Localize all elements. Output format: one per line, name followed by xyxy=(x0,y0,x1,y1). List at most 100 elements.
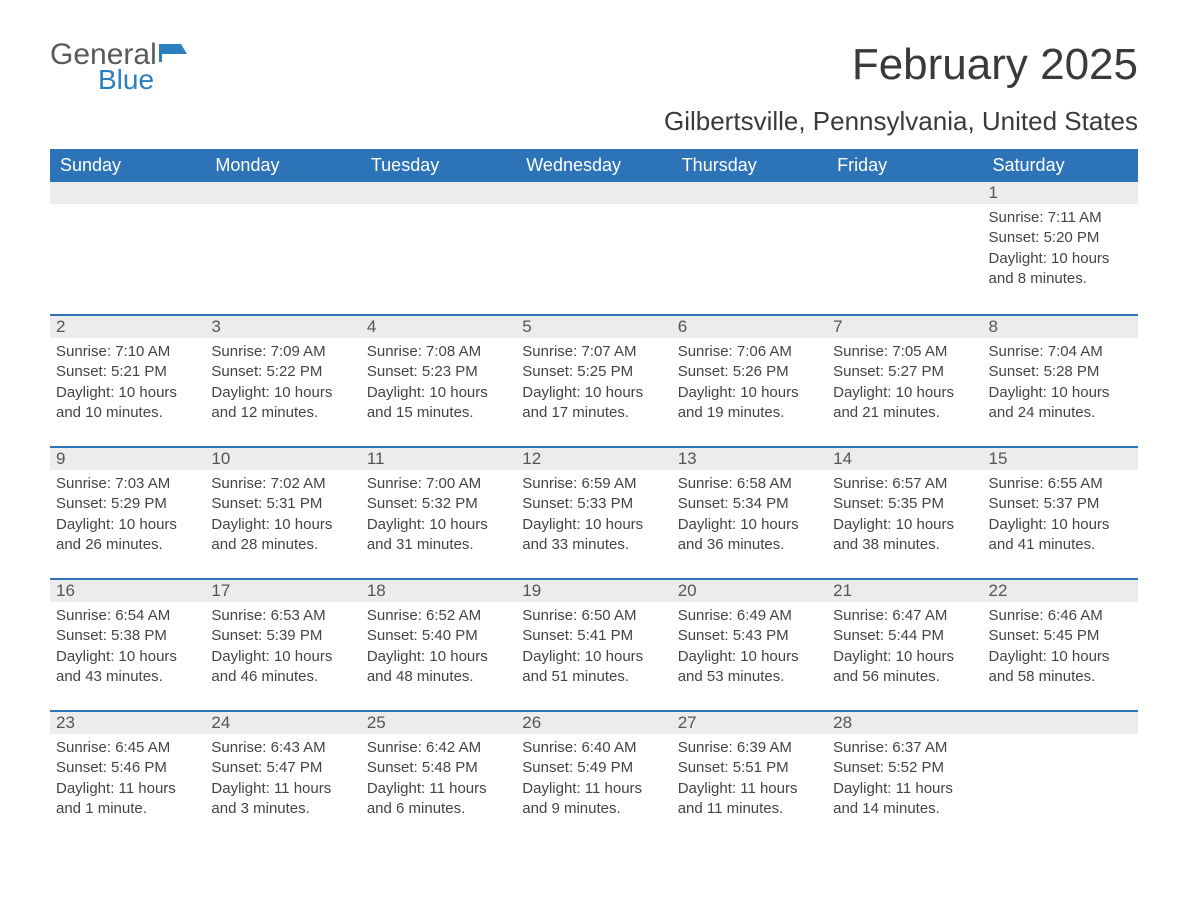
day-body: Sunrise: 6:52 AMSunset: 5:40 PMDaylight:… xyxy=(361,602,516,693)
day-number: 18 xyxy=(361,578,516,602)
calendar-cell: 27Sunrise: 6:39 AMSunset: 5:51 PMDayligh… xyxy=(672,710,827,842)
calendar-week-row: 1Sunrise: 7:11 AMSunset: 5:20 PMDaylight… xyxy=(50,182,1138,314)
day-body: Sunrise: 7:06 AMSunset: 5:26 PMDaylight:… xyxy=(672,338,827,429)
daylight-text: Daylight: 10 hours and 31 minutes. xyxy=(367,515,510,556)
sunset-text: Sunset: 5:43 PM xyxy=(678,626,821,646)
sunset-text: Sunset: 5:47 PM xyxy=(211,758,354,778)
calendar-cell xyxy=(516,182,671,314)
daylight-text: Daylight: 11 hours and 14 minutes. xyxy=(833,779,976,820)
weekday-header: Sunday xyxy=(50,149,205,182)
day-body: Sunrise: 6:46 AMSunset: 5:45 PMDaylight:… xyxy=(983,602,1138,693)
weekday-header: Monday xyxy=(205,149,360,182)
day-number: 9 xyxy=(50,446,205,470)
daylight-text: Daylight: 10 hours and 21 minutes. xyxy=(833,383,976,424)
sunrise-text: Sunrise: 6:58 AM xyxy=(678,474,821,494)
weekday-header-row: Sunday Monday Tuesday Wednesday Thursday… xyxy=(50,149,1138,182)
sunrise-text: Sunrise: 6:46 AM xyxy=(989,606,1132,626)
calendar-cell xyxy=(361,182,516,314)
calendar-cell: 7Sunrise: 7:05 AMSunset: 5:27 PMDaylight… xyxy=(827,314,982,446)
day-number: 17 xyxy=(205,578,360,602)
day-body: Sunrise: 6:45 AMSunset: 5:46 PMDaylight:… xyxy=(50,734,205,825)
sunset-text: Sunset: 5:35 PM xyxy=(833,494,976,514)
sunset-text: Sunset: 5:37 PM xyxy=(989,494,1132,514)
day-number xyxy=(983,710,1138,734)
sunrise-text: Sunrise: 6:52 AM xyxy=(367,606,510,626)
daylight-text: Daylight: 11 hours and 6 minutes. xyxy=(367,779,510,820)
daylight-text: Daylight: 10 hours and 46 minutes. xyxy=(211,647,354,688)
calendar-cell: 16Sunrise: 6:54 AMSunset: 5:38 PMDayligh… xyxy=(50,578,205,710)
sunrise-text: Sunrise: 6:53 AM xyxy=(211,606,354,626)
calendar-cell: 2Sunrise: 7:10 AMSunset: 5:21 PMDaylight… xyxy=(50,314,205,446)
title-block: February 2025 Gilbertsville, Pennsylvani… xyxy=(664,40,1138,137)
day-number: 22 xyxy=(983,578,1138,602)
sunset-text: Sunset: 5:49 PM xyxy=(522,758,665,778)
calendar-cell: 23Sunrise: 6:45 AMSunset: 5:46 PMDayligh… xyxy=(50,710,205,842)
day-number: 4 xyxy=(361,314,516,338)
day-body: Sunrise: 7:07 AMSunset: 5:25 PMDaylight:… xyxy=(516,338,671,429)
calendar-cell: 14Sunrise: 6:57 AMSunset: 5:35 PMDayligh… xyxy=(827,446,982,578)
calendar-cell: 10Sunrise: 7:02 AMSunset: 5:31 PMDayligh… xyxy=(205,446,360,578)
sunrise-text: Sunrise: 6:59 AM xyxy=(522,474,665,494)
daylight-text: Daylight: 10 hours and 19 minutes. xyxy=(678,383,821,424)
day-number: 8 xyxy=(983,314,1138,338)
sunrise-text: Sunrise: 7:07 AM xyxy=(522,342,665,362)
weekday-header: Thursday xyxy=(672,149,827,182)
day-body: Sunrise: 6:54 AMSunset: 5:38 PMDaylight:… xyxy=(50,602,205,693)
sunset-text: Sunset: 5:51 PM xyxy=(678,758,821,778)
day-body: Sunrise: 6:55 AMSunset: 5:37 PMDaylight:… xyxy=(983,470,1138,561)
calendar-cell: 24Sunrise: 6:43 AMSunset: 5:47 PMDayligh… xyxy=(205,710,360,842)
day-number: 15 xyxy=(983,446,1138,470)
calendar-cell xyxy=(672,182,827,314)
daylight-text: Daylight: 10 hours and 48 minutes. xyxy=(367,647,510,688)
sunrise-text: Sunrise: 6:43 AM xyxy=(211,738,354,758)
daylight-text: Daylight: 10 hours and 10 minutes. xyxy=(56,383,199,424)
calendar-cell xyxy=(50,182,205,314)
calendar-week-row: 16Sunrise: 6:54 AMSunset: 5:38 PMDayligh… xyxy=(50,578,1138,710)
sunset-text: Sunset: 5:40 PM xyxy=(367,626,510,646)
day-number: 6 xyxy=(672,314,827,338)
day-number: 2 xyxy=(50,314,205,338)
calendar-table: Sunday Monday Tuesday Wednesday Thursday… xyxy=(50,149,1138,842)
daylight-text: Daylight: 10 hours and 17 minutes. xyxy=(522,383,665,424)
sunrise-text: Sunrise: 7:09 AM xyxy=(211,342,354,362)
day-body: Sunrise: 7:02 AMSunset: 5:31 PMDaylight:… xyxy=(205,470,360,561)
day-body: Sunrise: 7:00 AMSunset: 5:32 PMDaylight:… xyxy=(361,470,516,561)
weekday-header: Saturday xyxy=(983,149,1138,182)
day-number: 16 xyxy=(50,578,205,602)
day-number xyxy=(672,182,827,204)
calendar-cell: 18Sunrise: 6:52 AMSunset: 5:40 PMDayligh… xyxy=(361,578,516,710)
day-body: Sunrise: 7:11 AMSunset: 5:20 PMDaylight:… xyxy=(983,204,1138,295)
logo-word2: Blue xyxy=(98,66,187,94)
daylight-text: Daylight: 11 hours and 1 minute. xyxy=(56,779,199,820)
sunrise-text: Sunrise: 7:11 AM xyxy=(989,208,1132,228)
sunset-text: Sunset: 5:38 PM xyxy=(56,626,199,646)
sunrise-text: Sunrise: 6:47 AM xyxy=(833,606,976,626)
calendar-cell xyxy=(983,710,1138,842)
calendar-cell: 28Sunrise: 6:37 AMSunset: 5:52 PMDayligh… xyxy=(827,710,982,842)
day-body: Sunrise: 6:57 AMSunset: 5:35 PMDaylight:… xyxy=(827,470,982,561)
day-number: 11 xyxy=(361,446,516,470)
calendar-cell: 9Sunrise: 7:03 AMSunset: 5:29 PMDaylight… xyxy=(50,446,205,578)
daylight-text: Daylight: 10 hours and 51 minutes. xyxy=(522,647,665,688)
day-number: 19 xyxy=(516,578,671,602)
day-number: 5 xyxy=(516,314,671,338)
calendar-cell: 6Sunrise: 7:06 AMSunset: 5:26 PMDaylight… xyxy=(672,314,827,446)
sunrise-text: Sunrise: 6:42 AM xyxy=(367,738,510,758)
day-number: 23 xyxy=(50,710,205,734)
daylight-text: Daylight: 11 hours and 11 minutes. xyxy=(678,779,821,820)
sunrise-text: Sunrise: 7:10 AM xyxy=(56,342,199,362)
weekday-header: Wednesday xyxy=(516,149,671,182)
calendar-cell: 22Sunrise: 6:46 AMSunset: 5:45 PMDayligh… xyxy=(983,578,1138,710)
calendar-cell xyxy=(205,182,360,314)
daylight-text: Daylight: 11 hours and 9 minutes. xyxy=(522,779,665,820)
day-body: Sunrise: 7:08 AMSunset: 5:23 PMDaylight:… xyxy=(361,338,516,429)
sunset-text: Sunset: 5:45 PM xyxy=(989,626,1132,646)
day-number: 14 xyxy=(827,446,982,470)
sunrise-text: Sunrise: 6:45 AM xyxy=(56,738,199,758)
sunrise-text: Sunrise: 7:06 AM xyxy=(678,342,821,362)
day-number xyxy=(205,182,360,204)
logo: General Blue xyxy=(50,40,187,94)
day-number: 12 xyxy=(516,446,671,470)
daylight-text: Daylight: 10 hours and 8 minutes. xyxy=(989,249,1132,290)
sunset-text: Sunset: 5:48 PM xyxy=(367,758,510,778)
